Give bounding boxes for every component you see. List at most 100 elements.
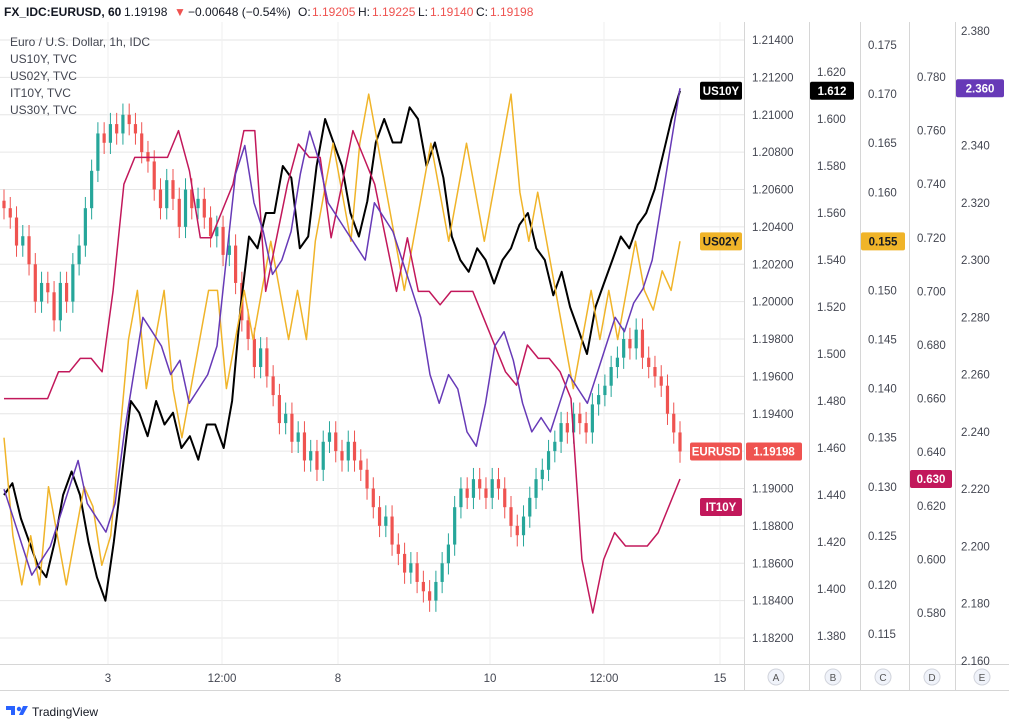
legend-item-eurusd[interactable]: Euro / U.S. Dollar, 1h, IDC (10, 35, 150, 49)
last-value-us30y: 2.360 (956, 79, 1004, 98)
legend-item-us30y[interactable]: US30Y, TVC (10, 103, 77, 117)
x-axis-labels: 3 12:00 8 10 12:00 15 (105, 673, 727, 685)
x-tick-label: 15 (714, 673, 727, 685)
axis-button-b[interactable]: B (824, 668, 842, 686)
candle-body (490, 479, 494, 498)
candle-body (465, 488, 469, 498)
tradingview-logo[interactable]: TradingView (6, 705, 98, 719)
legend: Euro / U.S. Dollar, 1h, IDC US10Y, TVC U… (10, 35, 150, 117)
candle-body (584, 423, 588, 433)
candle-body (321, 441, 325, 470)
symbol-title[interactable]: FX_IDC:EURUSD, 60 (4, 5, 122, 19)
candle-body (421, 581, 425, 592)
axis-button-e[interactable]: E (973, 668, 991, 686)
axis-button-d[interactable]: D (923, 668, 941, 686)
candle-body (96, 133, 100, 171)
y-tick-eurusd: 1.18800 (752, 521, 794, 533)
axis-button-a[interactable]: A (767, 668, 785, 686)
y-tick-c: 0.640 (917, 447, 946, 459)
series-tag-it10y: IT10Y (700, 498, 742, 516)
candle-body (428, 591, 432, 601)
y-tick-eurusd: 1.20800 (752, 147, 794, 159)
svg-text:0.630: 0.630 (917, 474, 946, 486)
y-tick-c: 0.700 (917, 286, 946, 298)
y-tick-eurusd: 1.21200 (752, 72, 794, 84)
candle-body (39, 282, 44, 302)
high-label: H: (358, 5, 370, 19)
y-tick-a: 1.480 (817, 396, 846, 408)
x-tick-label: 10 (484, 673, 497, 685)
candle-body (653, 367, 657, 377)
svg-text:A: A (773, 673, 780, 684)
header: FX_IDC:EURUSD, 60 1.19198 ▼ −0.00648 (−0… (4, 5, 534, 19)
candle-body (108, 124, 113, 143)
y-tick-a: 1.440 (817, 490, 846, 502)
y-tick-a: 1.500 (817, 349, 846, 361)
candle-body (678, 432, 682, 452)
last-value-eurusd: 1.19198 (746, 442, 802, 461)
legend-item-us02y[interactable]: US02Y, TVC (10, 69, 77, 83)
y-tick-d: 2.240 (961, 427, 990, 439)
close-value: 1.19198 (490, 5, 534, 19)
y-tick-eurusd: 1.21400 (752, 35, 794, 47)
series-tag-us02y: US02Y (700, 232, 742, 251)
candle-body (634, 329, 638, 349)
candle-body (365, 469, 369, 489)
candle-body (208, 217, 213, 237)
y-tick-c: 0.660 (917, 394, 946, 406)
y-tick-eurusd: 1.20200 (752, 259, 794, 271)
y-tick-b: 0.125 (868, 531, 897, 543)
y-tick-eurusd: 1.19800 (752, 334, 794, 346)
y-tick-d: 2.380 (961, 26, 990, 38)
svg-text:D: D (928, 673, 935, 684)
y-tick-d: 2.200 (961, 541, 990, 553)
legend-item-it10y[interactable]: IT10Y, TVC (10, 86, 71, 100)
x-tick-label: 8 (335, 673, 341, 685)
candle-body (309, 451, 313, 461)
svg-text:US02Y: US02Y (703, 236, 740, 248)
axis-button-c[interactable]: C (874, 668, 892, 686)
plot-area[interactable] (0, 22, 744, 664)
price-change: −0.00648 (−0.54%) (188, 5, 291, 19)
y-tick-a: 1.600 (817, 114, 846, 126)
candle-body (33, 264, 37, 302)
y-tick-b: 0.135 (868, 433, 897, 445)
candle-body (434, 581, 438, 601)
y-tick-c: 0.720 (917, 233, 946, 245)
candle-body (384, 516, 388, 526)
candle-body (58, 282, 62, 321)
candle-body (14, 217, 19, 246)
candle-body (597, 395, 601, 405)
candle-body (640, 329, 645, 358)
candle-body (559, 423, 563, 442)
candle-body (503, 488, 507, 508)
y-tick-a: 1.540 (817, 255, 846, 267)
candle-body (371, 488, 375, 508)
svg-text:1.19198: 1.19198 (753, 446, 795, 458)
y-tick-d: 2.300 (961, 255, 990, 267)
svg-text:US10Y: US10Y (703, 86, 740, 98)
candle-body (71, 264, 75, 302)
candle-body (246, 320, 250, 339)
x-tick-label: 12:00 (208, 673, 237, 685)
x-tick-label: 3 (105, 673, 111, 685)
open-value: 1.19205 (312, 5, 356, 19)
candle-body (334, 432, 338, 452)
axis-buttons[interactable]: A B C D E (767, 668, 991, 686)
y-tick-d: 2.320 (961, 198, 990, 210)
candle-body (152, 161, 156, 190)
candle-body (2, 200, 6, 209)
legend-item-us10y[interactable]: US10Y, TVC (10, 52, 77, 66)
candle-body (190, 189, 194, 209)
x-tick-label: 12:00 (590, 673, 619, 685)
candle-body (165, 180, 169, 209)
y-tick-c: 0.760 (917, 126, 946, 138)
axis-separators (0, 22, 1009, 691)
candle-body (590, 404, 594, 433)
y-tick-eurusd: 1.19000 (752, 484, 794, 496)
series-us10y (3, 90, 681, 602)
candle-body (259, 348, 263, 368)
y-tick-c: 0.600 (917, 554, 946, 566)
candle-body (64, 282, 69, 302)
svg-text:C: C (879, 673, 886, 684)
